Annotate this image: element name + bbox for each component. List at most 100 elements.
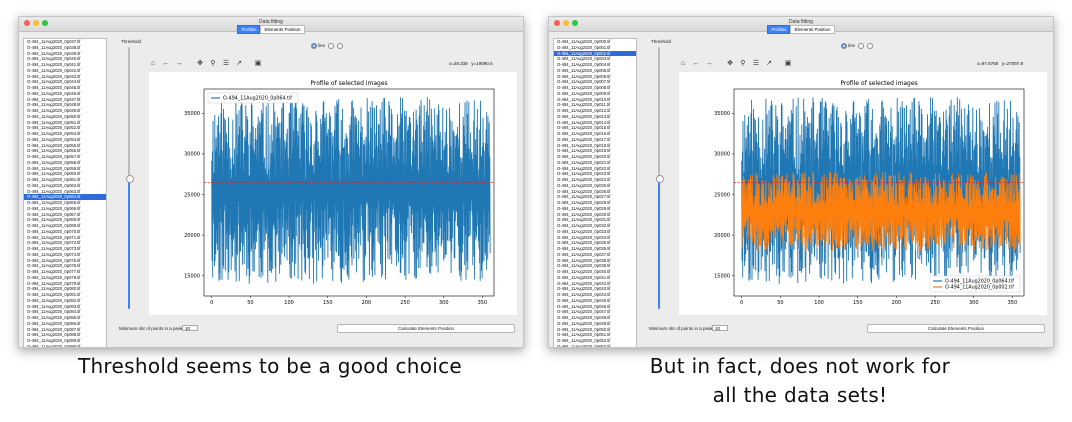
file-list-item[interactable]: O-494_11Aug2020_0p027.tif [557,194,611,200]
tab-elements-position[interactable]: Elements Position [790,25,835,34]
file-list-item[interactable]: O-494_11Aug2020_0p012.tif [557,108,611,113]
file-list-item[interactable]: O-494_11Aug2020_0p002.tif [554,50,636,57]
radio-option-2[interactable] [327,43,334,49]
file-list-item[interactable]: O-494_11Aug2020_0p070.tif [27,228,81,234]
pan-icon[interactable]: ✥ [727,60,733,67]
save-icon[interactable]: ▣ [784,60,792,67]
threshold-slider[interactable] [126,47,134,309]
radio-option-3[interactable] [337,43,344,49]
file-list-item[interactable]: O-494_11Aug2020_0p047.tif [557,309,611,315]
file-list-item[interactable]: O-494_11Aug2020_0p016.tif [557,131,611,136]
file-list-item[interactable]: O-494_11Aug2020_0p080.tif [27,286,81,292]
file-list-item[interactable]: O-494_11Aug2020_0p053.tif [27,131,81,136]
file-list-item[interactable]: O-494_11Aug2020_0p010.tif [557,96,611,102]
file-list-item[interactable]: O-494_11Aug2020_0p040.tif [27,56,81,62]
file-list-item[interactable]: O-494_11Aug2020_0p018.tif [557,142,611,148]
file-list-item[interactable]: O-494_11Aug2020_0p038.tif [27,44,81,50]
file-list-item[interactable]: O-494_11Aug2020_0p089.tif [27,338,81,343]
file-list-item[interactable]: O-494_11Aug2020_0p053.tif [557,343,611,348]
file-list-item[interactable]: O-494_11Aug2020_0p029.tif [557,205,611,211]
file-list-item[interactable]: O-494_11Aug2020_0p069.tif [27,223,81,228]
file-list[interactable]: O-494_11Aug2020_0p037.tif O-494_11Aug2020… [23,38,107,348]
file-list-item[interactable]: O-494_11Aug2020_0p043.tif [27,73,81,79]
tab-elements-position[interactable]: Elements Position [260,25,305,34]
file-list-item[interactable]: O-494_11Aug2020_0p005.tif [557,67,611,73]
threshold-slider-knob[interactable] [126,175,134,183]
forward-arrow-icon[interactable]: → [175,60,183,67]
threshold-slider-knob[interactable] [656,175,664,183]
file-list-item[interactable]: O-494_11Aug2020_0p045.tif [557,297,611,303]
file-list-item[interactable]: O-494_11Aug2020_0p083.tif [27,303,81,309]
file-list-item[interactable]: O-494_11Aug2020_0p086.tif [27,320,81,326]
file-list-item[interactable]: O-494_11Aug2020_0p056.tif [27,148,81,154]
file-list[interactable]: O-494_11Aug2020_0p000.tif O-494_11Aug2020… [553,38,637,348]
zoom-window-button[interactable] [572,20,578,26]
file-list-item[interactable]: O-494_11Aug2020_0p074.tif [27,251,81,257]
file-list-item[interactable]: O-494_11Aug2020_0p088.tif [27,332,81,338]
file-list-item[interactable]: O-494_11Aug2020_0p039.tif [27,50,81,56]
file-list-item[interactable]: O-494_11Aug2020_0p032.tif [557,223,611,228]
close-window-button[interactable] [24,20,30,26]
radio-option-2[interactable] [857,43,864,49]
threshold-slider[interactable] [656,47,664,309]
file-list-item[interactable]: O-494_11Aug2020_0p062.tif [27,182,81,188]
calculate-elements-position-button[interactable]: Calculate Elements Position [337,324,515,333]
file-list-item[interactable]: O-494_11Aug2020_0p071.tif [27,234,81,240]
file-list-item[interactable]: O-494_11Aug2020_0p090.tif [27,343,81,348]
file-list-item[interactable]: O-494_11Aug2020_0p052.tif [27,125,81,131]
zoom-window-button[interactable] [42,20,48,26]
file-list-item[interactable]: O-494_11Aug2020_0p038.tif [557,257,611,263]
file-list-item[interactable]: O-494_11Aug2020_0p068.tif [27,217,81,223]
tab-profiles[interactable]: Profiles [767,25,791,34]
back-arrow-icon[interactable]: ← [692,60,700,67]
file-list-item[interactable]: O-494_11Aug2020_0p024.tif [557,177,611,182]
file-list-item[interactable]: O-494_11Aug2020_0p046.tif [557,303,611,309]
file-list-item[interactable]: O-494_11Aug2020_0p048.tif [557,315,611,320]
file-list-item[interactable]: O-494_11Aug2020_0p048.tif [27,102,81,108]
minimize-window-button[interactable] [33,20,39,26]
plot-canvas[interactable]: Profile of selected images 0 50 100 150 200 25… [149,72,517,315]
file-list-item[interactable]: O-494_11Aug2020_0p020.tif [557,154,611,159]
pan-icon[interactable]: ✥ [197,60,203,67]
file-list-item[interactable]: O-494_11Aug2020_0p066.tif [27,205,81,211]
file-list-item[interactable]: O-494_11Aug2020_0p045.tif [27,85,81,90]
calculate-elements-position-button[interactable]: Calculate Elements Position [867,324,1045,333]
file-list-item[interactable]: O-494_11Aug2020_0p017.tif [557,136,611,142]
file-list-item[interactable]: O-494_11Aug2020_0p035.tif [557,240,611,246]
file-list-item[interactable]: O-494_11Aug2020_0p065.tif [27,200,81,205]
zoom-icon[interactable]: ⚲ [210,60,216,67]
file-list-item[interactable]: O-494_11Aug2020_0p044.tif [557,292,611,297]
file-list-item[interactable]: O-494_11Aug2020_0p031.tif [557,217,611,223]
file-list-item[interactable]: O-494_11Aug2020_0p000.tif [557,39,611,44]
file-list-item[interactable]: O-494_11Aug2020_0p059.tif [27,165,81,171]
radio-option-3[interactable] [867,43,874,49]
file-list-item[interactable]: O-494_11Aug2020_0p061.tif [27,177,81,182]
file-list-item[interactable]: O-494_11Aug2020_0p077.tif [27,269,81,274]
file-list-item[interactable]: O-494_11Aug2020_0p047.tif [27,96,81,102]
file-list-item[interactable]: O-494_11Aug2020_0p039.tif [557,263,611,269]
min-points-input[interactable]: 10 [182,325,198,331]
file-list-item[interactable]: O-494_11Aug2020_0p022.tif [557,165,611,171]
file-list-item[interactable]: O-494_11Aug2020_0p019.tif [557,148,611,154]
plot-canvas[interactable]: Profile of selected images 0 50 100 150 200 25… [679,72,1047,315]
file-list-item[interactable]: O-494_11Aug2020_0p084.tif [27,309,81,315]
file-list-item[interactable]: O-494_11Aug2020_0p008.tif [557,85,611,90]
zoom-icon[interactable]: ⚲ [740,60,746,67]
file-list-item[interactable]: O-494_11Aug2020_0p037.tif [27,39,81,44]
file-list-item[interactable]: O-494_11Aug2020_0p054.tif [27,136,81,142]
file-list-item[interactable]: O-494_11Aug2020_0p042.tif [27,67,81,73]
file-list-item[interactable]: O-494_11Aug2020_0p015.tif [557,125,611,131]
edit-curve-icon[interactable]: ↗ [766,60,772,67]
file-list-item[interactable]: O-494_11Aug2020_0p009.tif [557,90,611,96]
file-list-item[interactable]: O-494_11Aug2020_0p087.tif [27,326,81,332]
file-list-item[interactable]: O-494_11Aug2020_0p006.tif [557,73,611,79]
home-icon[interactable]: ⌂ [150,60,156,67]
file-list-item[interactable]: O-494_11Aug2020_0p036.tif [557,246,611,251]
file-list-item[interactable]: O-494_11Aug2020_0p042.tif [557,280,611,286]
close-window-button[interactable] [554,20,560,26]
file-list-item[interactable]: O-494_11Aug2020_0p064.tif [24,194,106,200]
edit-curve-icon[interactable]: ↗ [236,60,242,67]
file-list-item[interactable]: O-494_11Aug2020_0p079.tif [27,280,81,286]
file-list-item[interactable]: O-494_11Aug2020_0p046.tif [27,90,81,96]
file-list-item[interactable]: O-494_11Aug2020_0p058.tif [27,159,81,165]
